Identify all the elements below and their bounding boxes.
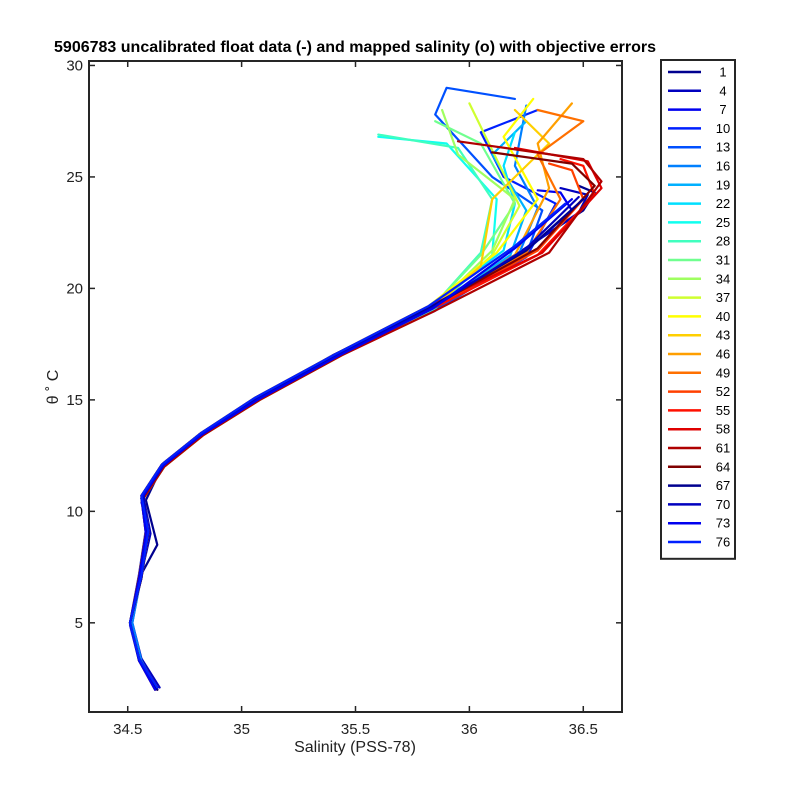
series-line-28 — [128, 133, 494, 689]
series-line-40 — [128, 97, 539, 689]
legend-label-76: 76 — [716, 535, 730, 550]
legend-label-25: 25 — [716, 215, 730, 230]
legend-label-46: 46 — [716, 347, 730, 362]
legend-label-31: 31 — [716, 253, 730, 268]
series-line-16 — [131, 104, 539, 691]
series-line-34 — [128, 108, 517, 689]
y-tick-label: 5 — [75, 615, 83, 632]
series-line-25 — [128, 135, 498, 691]
y-tick-label: 10 — [66, 503, 83, 520]
legend-label-43: 43 — [716, 328, 730, 343]
x-tick-label: 35.5 — [341, 721, 370, 738]
series-line-73 — [128, 198, 574, 691]
legend-label-73: 73 — [716, 516, 730, 531]
chart-title: 5906783 uncalibrated float data (-) and … — [54, 39, 656, 56]
legend-label-7: 7 — [719, 102, 726, 117]
series-line-43 — [128, 108, 551, 691]
y-axis-label: θ ˚ C — [45, 370, 62, 405]
legend-box — [660, 59, 736, 560]
x-tick-label: 34.5 — [113, 721, 142, 738]
legend-label-1: 1 — [719, 65, 726, 80]
legend-label-61: 61 — [716, 441, 730, 456]
legend-label-64: 64 — [716, 459, 730, 474]
series-line-19 — [128, 120, 528, 691]
series-line-13 — [128, 86, 544, 689]
legend-label-58: 58 — [716, 422, 730, 437]
legend-label-4: 4 — [719, 83, 726, 98]
plot-area: 34.5 35 35.5 36 36.5 5 10 15 20 25 30 — [66, 57, 623, 738]
series-line-58 — [128, 146, 603, 689]
x-tick-label: 36.5 — [569, 721, 598, 738]
x-tick-label: 36 — [461, 721, 478, 738]
legend-label-70: 70 — [716, 497, 730, 512]
y-tick-label: 30 — [66, 57, 83, 74]
y-tick-label: 15 — [66, 392, 83, 409]
series-line-67 — [128, 198, 585, 691]
series-line-31 — [128, 120, 517, 691]
legend-label-22: 22 — [716, 196, 730, 211]
series-line-76 — [128, 202, 567, 689]
series-line-64 — [128, 151, 596, 689]
legend-label-49: 49 — [716, 365, 730, 380]
legend-label-13: 13 — [716, 140, 730, 155]
legend-label-10: 10 — [716, 121, 730, 136]
legend-label-19: 19 — [716, 177, 730, 192]
legend-label-34: 34 — [716, 271, 730, 286]
series-line-37 — [128, 102, 521, 691]
legend-label-52: 52 — [716, 384, 730, 399]
legend: 1 4 7 10 13 16 19 22 25 28 31 34 37 40 43 46 49 52 55 58 61 6… — [660, 59, 736, 560]
legend-label-55: 55 — [716, 403, 730, 418]
legend-label-28: 28 — [716, 234, 730, 249]
y-tick-label: 25 — [66, 169, 83, 186]
y-tick-label: 20 — [66, 280, 83, 297]
legend-label-16: 16 — [716, 159, 730, 174]
series-line-70 — [128, 195, 580, 689]
series-group — [128, 86, 603, 691]
legend-label-40: 40 — [716, 309, 730, 324]
legend-label-37: 37 — [716, 290, 730, 305]
series-line-22 — [128, 131, 517, 689]
x-axis-label: Salinity (PSS-78) — [294, 739, 416, 756]
x-tick-label: 35 — [233, 721, 250, 738]
legend-label-67: 67 — [716, 478, 730, 493]
